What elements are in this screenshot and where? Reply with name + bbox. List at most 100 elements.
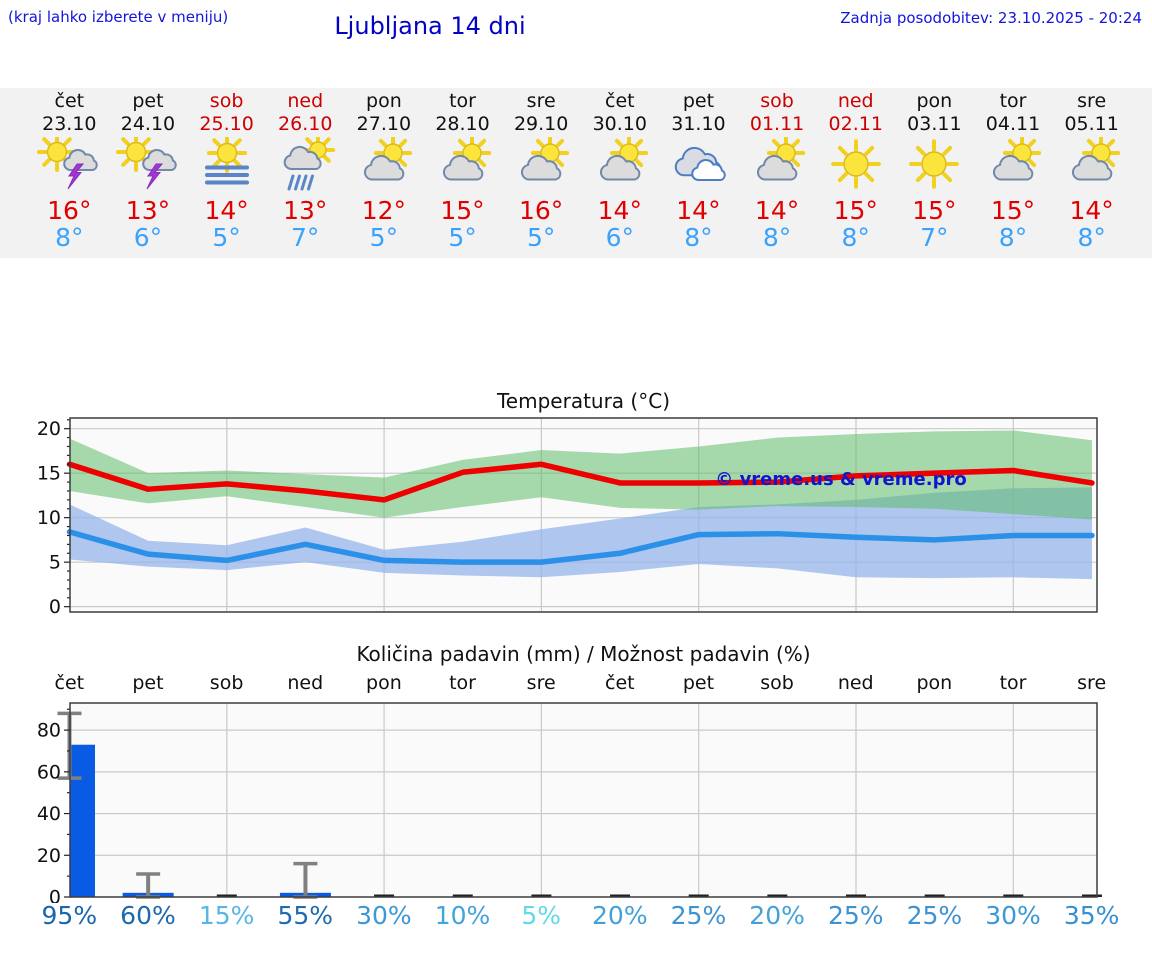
day-column[interactable]: ned 26.10 13° 7° xyxy=(266,90,345,258)
temperature-chart: 0 5 10 15 20 © vreme.us & vreme.pro xyxy=(37,417,1098,618)
partly-icon xyxy=(363,137,412,181)
day-column[interactable]: sob 25.10 14° 5° xyxy=(187,90,266,258)
sun-ray xyxy=(232,138,242,147)
day-column[interactable]: sob 01.11 14° 8° xyxy=(738,90,817,258)
fog-bar xyxy=(204,165,249,170)
sun-disc xyxy=(216,142,237,164)
rain-icon xyxy=(283,137,336,191)
thunderstorm-icon xyxy=(37,137,99,190)
watermark: © vreme.us & vreme.pro xyxy=(715,469,966,490)
sun-ray xyxy=(477,158,486,168)
day-max-temp: 15° xyxy=(440,196,485,225)
sun-ray xyxy=(457,138,466,148)
sun-ray xyxy=(791,138,801,148)
day-max-temp: 15° xyxy=(912,196,957,225)
cloud-shape xyxy=(521,154,562,181)
sun-disc xyxy=(843,151,869,177)
day-max-temp: 15° xyxy=(990,196,1036,225)
sun-ray xyxy=(916,172,927,183)
day-name: čet xyxy=(54,90,85,112)
sun-ray xyxy=(837,145,848,156)
sunny-icon xyxy=(830,139,881,189)
partly-icon xyxy=(599,137,648,181)
sun-ray xyxy=(42,137,52,146)
day-name: sre xyxy=(1077,90,1107,112)
cloud-shape xyxy=(599,154,641,181)
cloud-shape xyxy=(442,154,483,181)
precip-zero-tick xyxy=(688,894,709,897)
temp-chart-title: Temperatura (°C) xyxy=(496,389,670,413)
day-column[interactable]: ned 02.11 15° 8° xyxy=(816,90,895,258)
sun-disc xyxy=(125,141,147,163)
precip-zero-tick xyxy=(924,894,945,897)
day-min-temp: 8° xyxy=(762,223,792,252)
precip-probability: 95% xyxy=(41,901,98,930)
precip-zero-tick xyxy=(374,894,395,897)
day-max-temp: 15° xyxy=(833,196,878,225)
day-min-temp: 5° xyxy=(369,223,399,252)
day-name: pon xyxy=(366,90,402,112)
day-column[interactable]: čet 30.10 14° 6° xyxy=(580,90,659,258)
day-min-temp: 7° xyxy=(920,223,949,252)
precip-day-label: sob xyxy=(209,672,244,694)
sun-ray xyxy=(1007,138,1017,148)
day-column[interactable]: sre 05.11 14° 8° xyxy=(1052,90,1131,258)
menu-hint: (kraj lahko izberete v meniju) xyxy=(8,8,229,26)
precip-zero-tick xyxy=(1003,894,1024,897)
day-min-temp: 8° xyxy=(55,223,84,252)
day-min-temp: 8° xyxy=(684,223,713,252)
day-column[interactable]: pon 03.11 15° 7° xyxy=(895,90,974,258)
sun-ray xyxy=(536,138,545,148)
sun-ray xyxy=(863,172,874,183)
day-date: 31.10 xyxy=(671,113,726,135)
precip-probability: 35% xyxy=(1063,901,1120,930)
precip-zero-tick xyxy=(531,894,552,897)
sun-ray xyxy=(942,145,953,156)
precipitation-chart: 0 20 40 60 80 xyxy=(37,702,1102,903)
sun-ray xyxy=(791,158,801,168)
precip-day-label: čet xyxy=(605,672,635,694)
day-column[interactable]: tor 04.11 15° 8° xyxy=(974,90,1053,258)
day-column[interactable]: pet 31.10 14° 8° xyxy=(659,90,738,258)
precip-day-label: sre xyxy=(1077,672,1107,694)
day-column[interactable]: sre 29.10 16° 5° xyxy=(502,90,581,258)
partly-icon xyxy=(992,137,1042,181)
partly-icon xyxy=(757,137,806,181)
precip-probability: 60% xyxy=(120,901,176,930)
sun-ray xyxy=(323,137,331,146)
min-temp-range-band xyxy=(69,487,1092,580)
sun-ray xyxy=(634,138,643,148)
sun-ray xyxy=(1086,138,1096,148)
precip-bar xyxy=(70,744,95,897)
day-date: 28.10 xyxy=(435,113,490,135)
day-date: 03.11 xyxy=(907,113,962,135)
day-column[interactable]: tor 28.10 15° 5° xyxy=(423,90,502,258)
day-date: 24.10 xyxy=(120,113,176,135)
sun-ray xyxy=(142,137,151,146)
precip-day-label: sre xyxy=(526,672,556,694)
precip-probability: 20% xyxy=(592,901,648,930)
day-date: 02.11 xyxy=(828,113,883,135)
day-date: 05.11 xyxy=(1064,113,1119,135)
cloud-shape xyxy=(691,158,727,181)
day-max-temp: 12° xyxy=(361,196,407,225)
sun-ray xyxy=(555,138,565,148)
precip-probability: 25% xyxy=(670,901,727,930)
y-tick-label: 20 xyxy=(37,418,61,440)
partly-icon xyxy=(1071,137,1120,181)
rain-streak xyxy=(300,174,308,191)
day-min-temp: 5° xyxy=(212,223,241,252)
day-column[interactable]: pon 27.10 12° 5° xyxy=(345,90,424,258)
sun-ray xyxy=(1106,158,1115,168)
day-column[interactable]: čet 23.10 16° 8° xyxy=(30,90,109,258)
max-temp-line xyxy=(66,461,1095,503)
day-column[interactable]: pet 24.10 13° 6° xyxy=(109,90,188,258)
precip-probability: 20% xyxy=(749,901,805,930)
cloudy-icon xyxy=(675,146,727,181)
sunny-icon xyxy=(909,139,960,189)
day-name: sre xyxy=(526,90,556,112)
y-tick-label: 80 xyxy=(37,720,61,742)
sun-ray xyxy=(305,137,314,146)
precip-day-labels: čet pet sob ned pon tor sre čet pet sob ned pon tor s… xyxy=(30,672,1131,694)
